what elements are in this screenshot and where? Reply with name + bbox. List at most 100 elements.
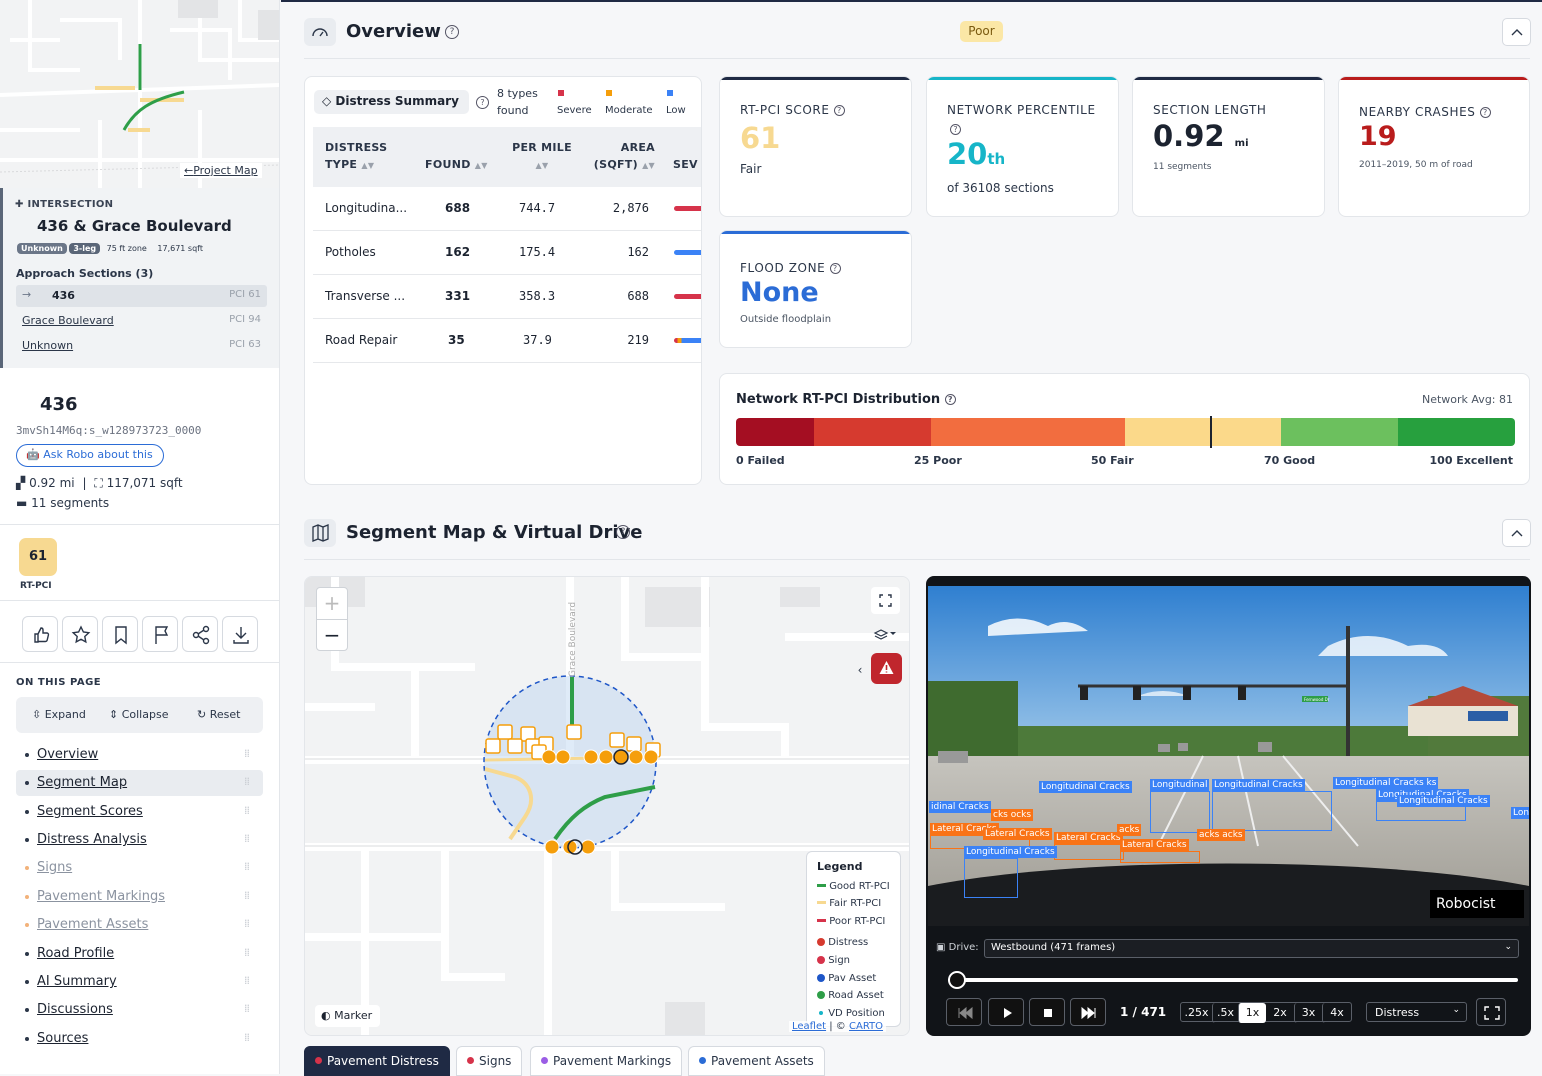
drag-handle-icon[interactable]: ⁞⁞ (244, 775, 250, 788)
speed-1[interactable]: 1x (1238, 1003, 1266, 1023)
alert-button[interactable] (871, 653, 902, 684)
help-icon[interactable]: ? (1479, 107, 1491, 118)
ask-robo-button[interactable]: 🤖 Ask Robo about this (16, 444, 164, 467)
speed-3[interactable]: 3x (1294, 1003, 1322, 1023)
speed-4[interactable]: 4x (1322, 1003, 1351, 1023)
legend-label: Fair RT-PCI (829, 898, 882, 909)
overlay-select[interactable]: Distress ⌄ (1366, 1002, 1467, 1022)
toc-label: AI Summary (37, 974, 117, 989)
table-row[interactable]: Transverse ... 331 358.3 688 (313, 275, 701, 319)
toc-segment-map[interactable]: Segment Map ⁞⁞ (16, 770, 263, 796)
col-found[interactable]: FOUND ▲▼ (425, 156, 488, 174)
video-progress-track[interactable] (948, 978, 1518, 982)
carto-link[interactable]: CARTO (849, 1021, 884, 1032)
stop-button[interactable] (1029, 998, 1065, 1026)
toc-overview[interactable]: Overview ⁞⁞ (16, 742, 263, 768)
speed-05[interactable]: .5x (1212, 1003, 1238, 1023)
table-row[interactable]: Road Repair 35 37.9 219 (313, 319, 701, 363)
help-icon[interactable]: ? (616, 525, 630, 539)
intersection-zone: 75 ft zone (106, 244, 147, 253)
drag-handle-icon[interactable]: ⁞⁞ (244, 804, 250, 817)
dist-label-excellent: 100 Excellent (1429, 454, 1513, 467)
drag-handle-icon[interactable]: ⁞⁞ (244, 889, 250, 902)
toc-segment-scores[interactable]: Segment Scores ⁞⁞ (16, 799, 263, 825)
share-button[interactable] (182, 616, 218, 652)
tab-pavement-markings[interactable]: Pavement Markings (530, 1046, 683, 1076)
zoom-in-button[interactable]: + (323, 591, 341, 615)
collapse-segment-map-button[interactable] (1502, 519, 1531, 547)
layers-button[interactable] (871, 622, 900, 644)
reset-button[interactable]: ↻ Reset (197, 708, 240, 721)
toc-pavement-markings[interactable]: Pavement Markings ⁞⁞ (16, 884, 263, 910)
help-icon[interactable]: ? (445, 25, 459, 39)
tab-label: Pavement Assets (711, 1054, 814, 1068)
skip-forward-button[interactable] (1070, 998, 1106, 1026)
zoom-out-button[interactable]: − (323, 623, 341, 647)
toc-distress-analysis[interactable]: Distress Analysis ⁞⁞ (16, 827, 263, 853)
toc-sources[interactable]: Sources ⁞⁞ (16, 1026, 263, 1052)
drag-handle-icon[interactable]: ⁞⁞ (244, 974, 250, 987)
project-map-link[interactable]: ←Project Map (180, 163, 262, 178)
approach-436[interactable]: → 436 PCI 61 (16, 285, 267, 307)
video-fullscreen-button[interactable] (1476, 998, 1506, 1026)
col-per-mile[interactable]: PER MILE ▲▼ (512, 139, 572, 174)
help-icon[interactable]: ? (944, 394, 956, 405)
tab-signs[interactable]: Signs (456, 1046, 523, 1076)
speed-2[interactable]: 2x (1273, 1006, 1287, 1019)
expand-button[interactable]: ⇳ Expand (32, 708, 86, 721)
help-icon[interactable]: ? (476, 96, 489, 109)
help-icon[interactable]: ? (950, 124, 961, 135)
segment-map[interactable]: Grace Boulevard + − ‹ Legend (304, 576, 910, 1036)
drag-handle-icon[interactable]: ⁞⁞ (244, 832, 250, 845)
toc-road-profile[interactable]: Road Profile ⁞⁞ (16, 941, 263, 967)
table-row[interactable]: Longitudina... 688 744.7 2,876 (313, 187, 701, 231)
toc-ai-summary[interactable]: AI Summary ⁞⁞ (16, 969, 263, 995)
col-distress-type[interactable]: DISTRESS TYPE ▲▼ (325, 139, 395, 174)
video-frame[interactable]: Fernwood Dr Longitudinal Cracks idinal C… (928, 586, 1529, 926)
collapse-overview-button[interactable] (1502, 18, 1531, 46)
like-button[interactable] (22, 616, 58, 652)
chevron-left-icon[interactable]: ‹ (857, 663, 863, 677)
col-area[interactable]: AREA (SQFT) ▲▼ (585, 139, 655, 174)
download-button[interactable] (222, 616, 258, 652)
approach-unknown[interactable]: Unknown PCI 63 (16, 335, 267, 357)
legend-distress: Distress (817, 937, 868, 948)
drag-handle-icon[interactable]: ⁞⁞ (244, 747, 250, 760)
collapse-button[interactable]: ⇕ Collapse (109, 708, 168, 721)
nearby-crashes-card: NEARBY CRASHES ? 19 2011–2019, 50 m of r… (1338, 76, 1530, 217)
legend-severe-swatch (558, 90, 564, 96)
expand-label: Expand (44, 708, 86, 721)
skip-back-button[interactable] (946, 998, 982, 1026)
table-row[interactable]: Potholes 162 175.4 162 (313, 231, 701, 275)
play-button[interactable] (988, 998, 1024, 1026)
drag-handle-icon[interactable]: ⁞⁞ (244, 1002, 250, 1015)
bookmark-button[interactable] (102, 616, 138, 652)
toc-bullet (25, 838, 29, 842)
video-progress-knob[interactable] (948, 971, 966, 989)
flag-button[interactable] (142, 616, 178, 652)
percentile-number: 20 (947, 137, 988, 171)
toc-discussions[interactable]: Discussions ⁞⁞ (16, 997, 263, 1023)
approach-pci: PCI 61 (229, 289, 261, 300)
favorite-button[interactable] (62, 616, 98, 652)
drive-select[interactable]: Westbound (471 frames) ⌄ (984, 939, 1519, 958)
drag-handle-icon[interactable]: ⁞⁞ (244, 917, 250, 930)
help-icon[interactable]: ? (829, 263, 841, 274)
map-fullscreen-button[interactable] (871, 587, 900, 614)
drag-handle-icon[interactable]: ⁞⁞ (244, 1031, 250, 1044)
speed-025[interactable]: .25x (1184, 1006, 1209, 1019)
tab-pavement-assets[interactable]: Pavement Assets (688, 1046, 825, 1076)
marker-button[interactable]: ◐ Marker (315, 1005, 381, 1027)
toc-pavement-assets[interactable]: Pavement Assets ⁞⁞ (16, 912, 263, 938)
divider (0, 600, 279, 601)
mini-map[interactable]: ←Project Map (0, 0, 279, 188)
toc-signs[interactable]: Signs ⁞⁞ (16, 855, 263, 881)
drag-handle-icon[interactable]: ⁞⁞ (244, 860, 250, 873)
approach-grace-boulevard[interactable]: Grace Boulevard PCI 94 (16, 310, 267, 332)
tab-pavement-distress[interactable]: Pavement Distress (304, 1046, 450, 1076)
help-icon[interactable]: ? (833, 105, 845, 116)
leaflet-link[interactable]: Leaflet (792, 1021, 827, 1032)
label-text: RT-PCI SCORE (740, 103, 830, 117)
table-header-bg (313, 127, 701, 187)
drag-handle-icon[interactable]: ⁞⁞ (244, 946, 250, 959)
